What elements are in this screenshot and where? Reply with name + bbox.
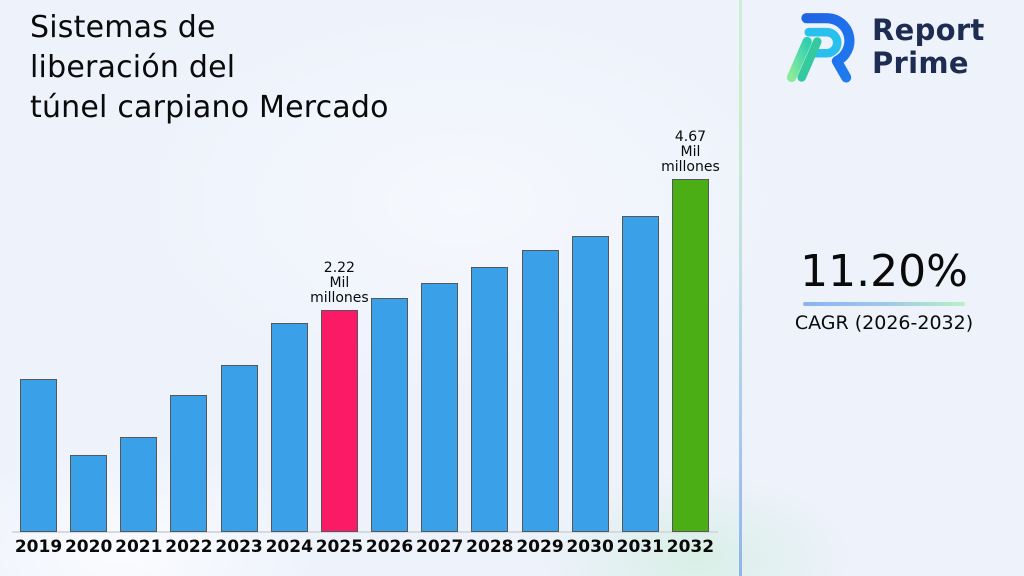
title-line-2: liberación del [30,50,236,85]
year-label-2032: 2032 [666,537,715,557]
bar-2031 [621,216,659,532]
value-label-2025: 2.22 Mil millones [310,261,369,306]
report-prime-logo-icon [786,13,855,83]
vertical-divider [739,0,742,576]
year-label-2029: 2029 [516,537,564,557]
year-label-2023: 2023 [215,537,263,557]
bar-2022 [170,395,208,532]
cagr-label: CAGR (2026-2032) [794,312,974,334]
value-label-line: millones [661,159,720,175]
year-label-2027: 2027 [416,537,464,557]
value-label-line: Mil [680,144,701,160]
year-label-2030: 2030 [566,537,614,557]
bar-2029 [521,250,559,532]
year-label-2028: 2028 [466,537,514,557]
bar-2032 [671,179,709,532]
bar-2026 [371,298,409,532]
year-label-2019: 2019 [14,537,63,557]
year-label-2026: 2026 [365,537,414,557]
year-label-2022: 2022 [165,537,213,557]
bar-2019 [20,379,57,532]
value-label-line: millones [310,290,369,306]
value-label-line: 2.22 [323,260,355,276]
year-label-2025: 2025 [315,537,364,557]
year-label-2021: 2021 [115,537,163,557]
title-line-1: Sistemas de [30,10,216,45]
logo-text-line-1: Report [872,13,985,47]
bar-2030 [571,236,609,532]
logo-text-line-2: Prime [872,46,969,80]
market-bar-chart: 2019 2020 2021 2022 2023 2024 2025 2.22 Mil millo… [12,130,720,557]
year-label-2031: 2031 [616,537,664,557]
bar-2027 [421,283,459,532]
bar-2023 [220,365,258,532]
report-prime-logo-text: Report Prime [872,14,985,80]
year-label-2024: 2024 [265,537,313,557]
bar-2025 [320,310,358,532]
cagr-stat: 11.20% CAGR (2026-2032) [764,246,1004,335]
value-label-2032: 4.67 Mil millones [661,130,720,175]
value-label-line: Mil [329,275,350,291]
title-line-3: túnel carpiano Mercado [30,90,389,125]
cagr-value: 11.20% [800,246,968,297]
value-label-line: 4.67 [674,129,707,145]
bar-2021 [120,437,158,532]
page-title: Sistemas de liberación del túnel carpian… [30,8,389,128]
bar-2020 [70,455,108,532]
x-axis-line [12,531,718,533]
cagr-underline [803,302,965,306]
year-label-2020: 2020 [64,537,113,557]
bar-2028 [471,267,509,532]
report-prime-logo: Report Prime [782,8,985,86]
bar-2024 [270,323,308,532]
